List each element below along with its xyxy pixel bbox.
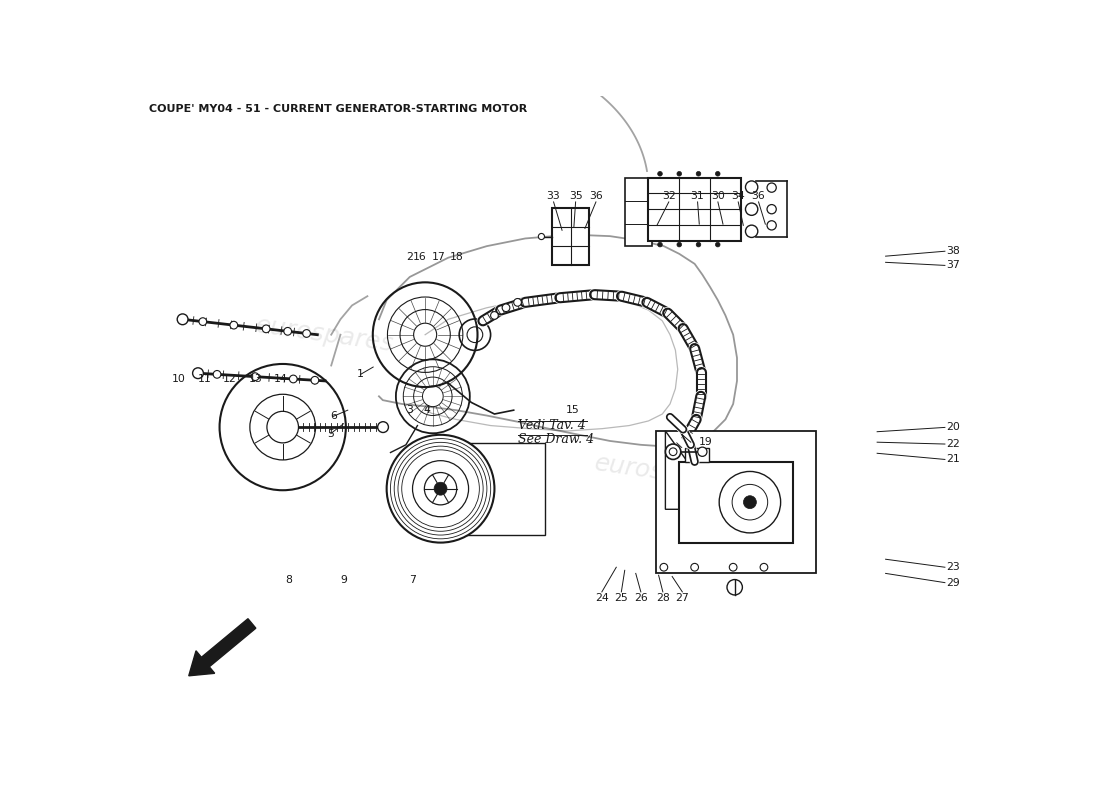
Bar bbox=[680, 462, 793, 542]
Circle shape bbox=[177, 314, 188, 325]
Circle shape bbox=[311, 377, 319, 384]
Circle shape bbox=[377, 422, 388, 433]
Text: eurospares: eurospares bbox=[593, 452, 735, 495]
Text: COUPE' MY04 - 51 - CURRENT GENERATOR-STARTING MOTOR: COUPE' MY04 - 51 - CURRENT GENERATOR-STA… bbox=[150, 104, 528, 114]
Text: 4: 4 bbox=[424, 405, 430, 415]
Bar bbox=[685, 448, 708, 462]
Text: 15: 15 bbox=[565, 405, 579, 415]
Circle shape bbox=[744, 496, 757, 509]
Text: 19: 19 bbox=[700, 437, 713, 447]
Circle shape bbox=[746, 225, 758, 238]
Circle shape bbox=[262, 325, 270, 333]
Text: 18: 18 bbox=[450, 252, 464, 262]
Circle shape bbox=[387, 435, 495, 542]
Text: 17: 17 bbox=[431, 252, 446, 262]
Circle shape bbox=[434, 482, 447, 495]
Circle shape bbox=[676, 242, 682, 247]
Text: 21: 21 bbox=[946, 454, 960, 465]
Text: 16: 16 bbox=[412, 252, 427, 262]
Text: 3: 3 bbox=[406, 405, 412, 415]
Bar bbox=[552, 208, 590, 266]
Circle shape bbox=[658, 242, 662, 247]
Circle shape bbox=[676, 171, 682, 176]
Circle shape bbox=[729, 563, 737, 571]
Text: 20: 20 bbox=[946, 422, 960, 433]
Circle shape bbox=[514, 298, 521, 306]
Polygon shape bbox=[666, 431, 722, 510]
Text: 11: 11 bbox=[198, 374, 211, 384]
Text: 34: 34 bbox=[732, 190, 745, 201]
Bar bbox=[625, 178, 652, 246]
Circle shape bbox=[696, 242, 701, 247]
Text: 5: 5 bbox=[328, 429, 334, 438]
Text: 14: 14 bbox=[274, 374, 288, 384]
Text: 30: 30 bbox=[711, 190, 725, 201]
Circle shape bbox=[491, 311, 498, 319]
Circle shape bbox=[696, 171, 701, 176]
Bar bbox=[444, 443, 544, 534]
Circle shape bbox=[691, 563, 698, 571]
Bar bbox=[656, 431, 816, 574]
Circle shape bbox=[192, 368, 204, 378]
Circle shape bbox=[199, 318, 207, 326]
Text: 13: 13 bbox=[249, 374, 262, 384]
Circle shape bbox=[715, 171, 720, 176]
Text: eurospares: eurospares bbox=[254, 313, 396, 356]
Text: 22: 22 bbox=[946, 439, 960, 449]
Circle shape bbox=[538, 234, 544, 240]
Circle shape bbox=[666, 444, 681, 459]
Circle shape bbox=[302, 330, 310, 338]
Text: 29: 29 bbox=[946, 578, 960, 588]
Circle shape bbox=[284, 327, 292, 335]
Circle shape bbox=[213, 370, 221, 378]
Text: 38: 38 bbox=[946, 246, 960, 256]
Text: 24: 24 bbox=[595, 593, 608, 603]
Circle shape bbox=[502, 304, 510, 312]
Text: 28: 28 bbox=[656, 593, 670, 603]
Text: Vedi Tav. 4: Vedi Tav. 4 bbox=[517, 419, 585, 432]
Text: 10: 10 bbox=[172, 374, 185, 384]
Text: 26: 26 bbox=[634, 593, 648, 603]
Text: 12: 12 bbox=[223, 374, 236, 384]
Circle shape bbox=[715, 242, 720, 247]
Circle shape bbox=[660, 563, 668, 571]
Text: 32: 32 bbox=[662, 190, 675, 201]
Circle shape bbox=[727, 579, 742, 595]
Circle shape bbox=[220, 364, 345, 490]
Circle shape bbox=[251, 373, 258, 381]
Text: 6: 6 bbox=[330, 411, 337, 422]
Text: 2: 2 bbox=[406, 252, 412, 262]
Text: 37: 37 bbox=[946, 261, 960, 270]
Text: 25: 25 bbox=[615, 593, 628, 603]
Circle shape bbox=[767, 205, 777, 214]
Bar bbox=[649, 178, 741, 241]
Circle shape bbox=[767, 183, 777, 192]
Circle shape bbox=[760, 563, 768, 571]
Circle shape bbox=[289, 375, 297, 383]
Circle shape bbox=[746, 203, 758, 215]
Text: 27: 27 bbox=[675, 593, 690, 603]
Text: 7: 7 bbox=[409, 574, 417, 585]
Circle shape bbox=[658, 171, 662, 176]
Circle shape bbox=[230, 322, 238, 329]
Circle shape bbox=[746, 181, 758, 194]
Text: 8: 8 bbox=[285, 574, 292, 585]
Text: 36: 36 bbox=[751, 190, 766, 201]
Text: 1: 1 bbox=[358, 370, 364, 379]
FancyArrow shape bbox=[189, 618, 256, 676]
Circle shape bbox=[767, 221, 777, 230]
Circle shape bbox=[697, 447, 707, 456]
Text: See Draw. 4: See Draw. 4 bbox=[517, 434, 594, 446]
Text: 31: 31 bbox=[691, 190, 704, 201]
Text: 33: 33 bbox=[547, 190, 561, 201]
Text: 23: 23 bbox=[946, 562, 960, 572]
Text: 35: 35 bbox=[569, 190, 583, 201]
Text: 9: 9 bbox=[340, 574, 346, 585]
Text: 36: 36 bbox=[590, 190, 603, 201]
